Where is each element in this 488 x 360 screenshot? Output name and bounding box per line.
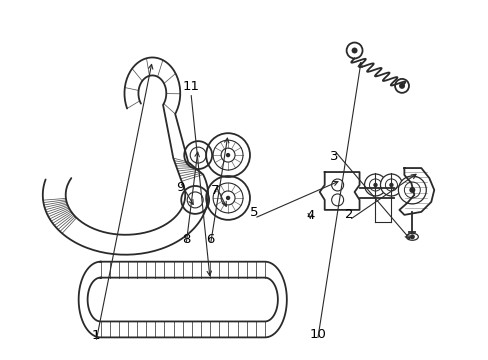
Circle shape bbox=[226, 154, 229, 157]
Circle shape bbox=[404, 182, 420, 198]
Circle shape bbox=[226, 197, 229, 199]
Text: 5: 5 bbox=[249, 206, 258, 219]
Circle shape bbox=[181, 186, 209, 214]
Text: 2: 2 bbox=[344, 208, 353, 221]
Circle shape bbox=[364, 174, 386, 196]
Circle shape bbox=[331, 194, 343, 206]
Circle shape bbox=[398, 83, 404, 89]
Circle shape bbox=[388, 183, 393, 187]
Circle shape bbox=[398, 176, 426, 204]
Text: 4: 4 bbox=[305, 210, 314, 222]
Circle shape bbox=[385, 179, 397, 191]
Text: 7: 7 bbox=[211, 184, 219, 197]
Circle shape bbox=[351, 48, 357, 54]
Text: 1: 1 bbox=[91, 329, 100, 342]
Circle shape bbox=[372, 183, 377, 187]
Circle shape bbox=[184, 141, 212, 169]
Circle shape bbox=[190, 147, 206, 163]
Ellipse shape bbox=[406, 233, 417, 240]
Circle shape bbox=[369, 179, 381, 191]
Text: 6: 6 bbox=[206, 233, 214, 246]
Circle shape bbox=[187, 192, 203, 208]
Text: 8: 8 bbox=[182, 233, 190, 246]
Circle shape bbox=[409, 234, 414, 239]
Text: 9: 9 bbox=[176, 181, 184, 194]
Text: 10: 10 bbox=[308, 328, 325, 341]
Circle shape bbox=[408, 187, 414, 193]
Text: 11: 11 bbox=[182, 80, 199, 93]
Circle shape bbox=[331, 179, 343, 191]
Text: 3: 3 bbox=[330, 150, 338, 163]
Circle shape bbox=[380, 174, 402, 196]
